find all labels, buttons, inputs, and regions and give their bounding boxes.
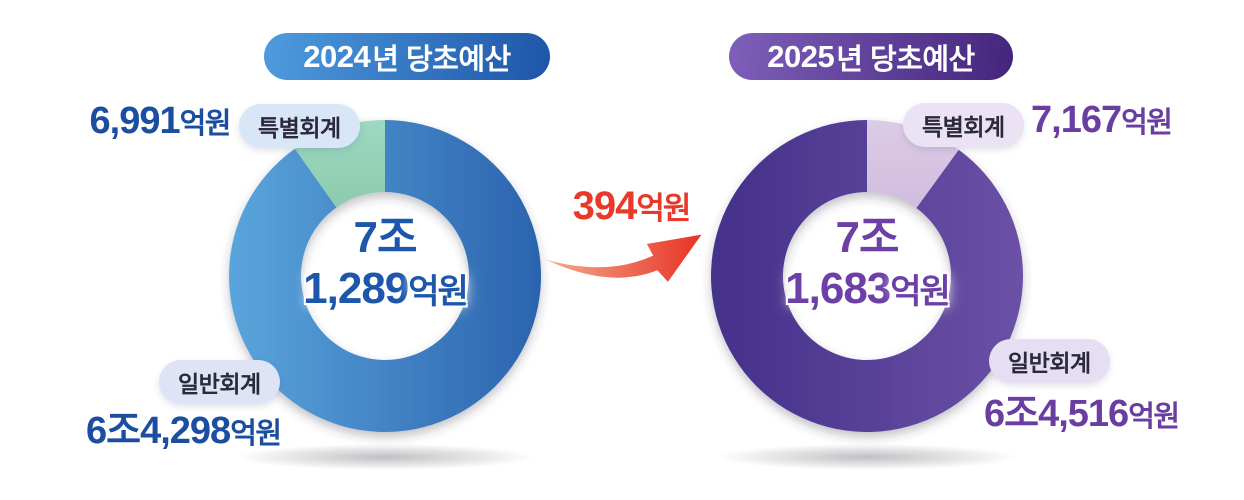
center-total-2024-unit: 억원 xyxy=(408,273,469,311)
title-year-2024: 2024 xyxy=(303,38,371,74)
value-special-2025: 7,167억원 xyxy=(1031,99,1173,142)
difference-unit: 억원 xyxy=(636,191,691,226)
value-general-2024-unit: 억원 xyxy=(230,418,282,450)
value-general-2024: 6조4,298억원 xyxy=(86,399,282,454)
value-general-2025-unit: 억원 xyxy=(1128,401,1180,433)
value-special-2024-unit: 억원 xyxy=(179,108,232,140)
donut-chart-2025 xyxy=(711,120,1024,470)
center-total-2024-line2: 1,289억원 xyxy=(255,263,515,325)
title-suffix-2025: 년 당초예산 xyxy=(836,43,975,76)
legend-special-2025: 특별회계 xyxy=(903,103,1024,147)
title-badge-2025: 2025 년 당초예산 xyxy=(729,33,1013,80)
title-year-2025: 2025 xyxy=(767,38,835,74)
difference-number: 394 xyxy=(572,184,638,228)
value-general-2025-number: 6조4,516 xyxy=(984,393,1129,435)
increase-arrow-shape xyxy=(546,234,702,282)
center-total-2025-number: 1,683 xyxy=(785,264,891,313)
donut-center-total-2024: 7조 1,289억원 xyxy=(255,213,515,325)
legend-general-2024: 일반회계 xyxy=(159,360,280,404)
donut-segment-general-2025 xyxy=(711,120,1024,433)
donut-center-total-2025: 7조 1,683억원 xyxy=(737,213,997,325)
donut-ground-shadow xyxy=(235,444,535,470)
center-total-2025-line1: 7조 xyxy=(835,213,900,262)
center-total-2024-line1: 7조 xyxy=(353,213,418,262)
value-special-2024: 6,991억원 xyxy=(30,100,232,143)
center-total-2025-line2: 1,683억원 xyxy=(737,263,997,325)
value-general-2024-number: 6조4,298 xyxy=(86,410,231,452)
difference-label: 394억원 xyxy=(548,183,714,229)
donut-segment-general-2024 xyxy=(229,120,542,432)
donut-chart-2024 xyxy=(229,120,542,470)
value-general-2025: 6조4,516억원 xyxy=(984,382,1180,437)
value-special-2025-unit: 억원 xyxy=(1121,107,1173,139)
center-total-2025-unit: 억원 xyxy=(890,273,951,311)
donut-ground-shadow xyxy=(717,444,1017,470)
value-special-2025-number: 7,167 xyxy=(1031,99,1122,141)
title-badge-2024: 2024 년 당초예산 xyxy=(264,33,550,80)
value-special-2024-number: 6,991 xyxy=(89,100,181,142)
legend-general-2025: 일반회계 xyxy=(989,339,1110,383)
legend-special-2024: 특별회계 xyxy=(239,104,360,148)
increase-arrow-icon xyxy=(546,234,702,282)
title-suffix-2024: 년 당초예산 xyxy=(372,43,511,76)
center-total-2024-number: 1,289 xyxy=(303,264,409,313)
